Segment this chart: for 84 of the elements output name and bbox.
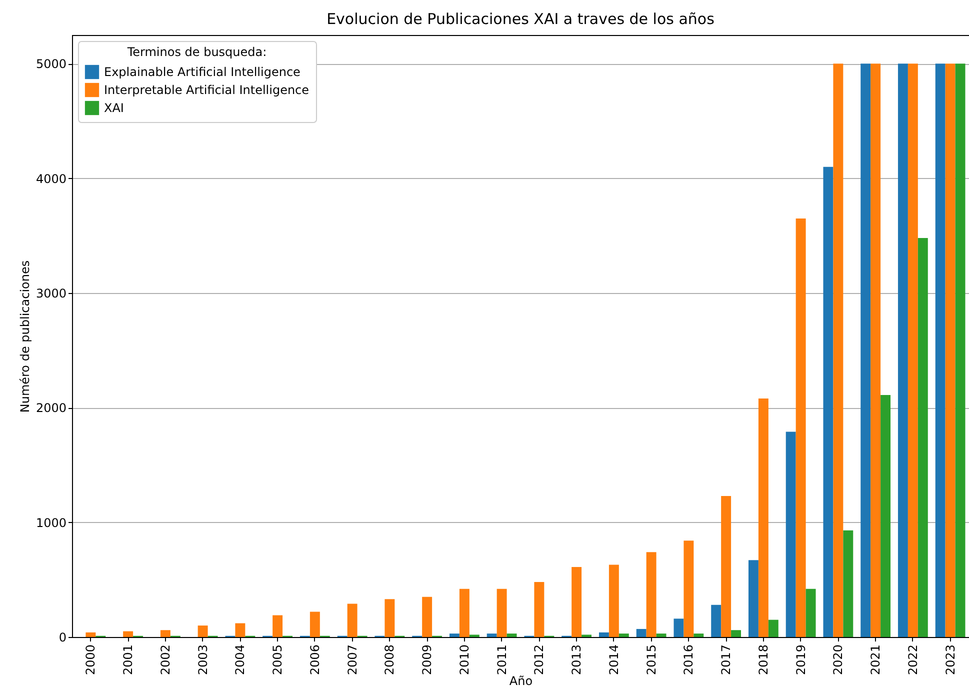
- x-tick-label: 2011: [494, 644, 509, 676]
- y-tick-label: 2000: [36, 401, 66, 416]
- legend-label: Interpretable Artificial Intelligence: [104, 83, 310, 97]
- bar: [310, 612, 320, 637]
- bar: [955, 64, 966, 637]
- bar: [806, 588, 816, 637]
- bar: [496, 588, 507, 637]
- bar: [918, 238, 928, 637]
- bar: [860, 64, 871, 637]
- bar: [636, 628, 646, 637]
- bar: [235, 623, 246, 637]
- x-tick-label: 2021: [868, 644, 883, 676]
- bar: [486, 634, 497, 637]
- bar: [748, 560, 758, 637]
- bar: [796, 218, 806, 637]
- y-tick-label: 3000: [36, 286, 66, 300]
- bar: [786, 432, 796, 637]
- bar: [721, 496, 732, 637]
- x-tick-label: 2023: [943, 644, 958, 676]
- y-tick-label: 1000: [36, 516, 66, 530]
- legend-title: Terminos de busqueda:: [126, 45, 267, 59]
- bar: [684, 540, 694, 637]
- bar: [618, 634, 629, 637]
- bar: [935, 64, 946, 637]
- bar: [908, 64, 918, 637]
- bar: [843, 530, 854, 637]
- bar: [86, 632, 96, 637]
- x-tick-label: 2000: [84, 644, 98, 676]
- bar: [711, 604, 722, 637]
- x-tick-label: 2017: [719, 644, 734, 676]
- bar: [598, 632, 609, 637]
- bar: [758, 398, 768, 637]
- x-tick-label: 2014: [606, 644, 621, 676]
- x-tick-label: 2018: [756, 644, 770, 676]
- bar: [646, 552, 656, 637]
- bar: [449, 634, 460, 637]
- x-tick-label: 2007: [345, 644, 360, 676]
- x-tick-label: 2022: [906, 644, 920, 676]
- legend-label: XAI: [104, 101, 124, 115]
- bar: [272, 615, 283, 637]
- x-tick-label: 2015: [644, 644, 658, 676]
- legend-label: Explainable Artificial Intelligence: [104, 65, 300, 79]
- x-axis-title: Año: [509, 674, 533, 688]
- x-tick-label: 2002: [158, 644, 172, 676]
- bar: [347, 604, 358, 637]
- y-axis-title: Numéro de publicaciones: [18, 260, 32, 413]
- bar: [422, 596, 432, 637]
- y-tick-label: 5000: [36, 57, 66, 72]
- x-tick-label: 2008: [382, 644, 397, 676]
- bar: [823, 166, 834, 637]
- x-tick-label: 2019: [794, 644, 808, 676]
- x-tick-label: 2004: [233, 644, 248, 676]
- x-tick-label: 2016: [682, 644, 696, 676]
- x-tick-label: 2020: [831, 644, 846, 676]
- bar: [656, 634, 666, 637]
- bar: [870, 64, 881, 637]
- x-tick-label: 2009: [420, 644, 434, 676]
- bar: [459, 588, 470, 637]
- bar: [898, 64, 908, 637]
- chart-title: Evolucion de Publicaciones XAI a traves de los años: [326, 10, 715, 28]
- bar: [674, 618, 684, 637]
- bar: [123, 631, 134, 637]
- bar: [945, 64, 956, 637]
- y-tick-label: 0: [58, 630, 66, 644]
- x-tick-label: 2003: [196, 644, 210, 676]
- bar: [731, 630, 742, 637]
- bar: [768, 620, 778, 637]
- bar: [384, 599, 395, 637]
- bar: [608, 564, 619, 637]
- x-tick-label: 2012: [532, 644, 546, 676]
- x-tick-label: 2010: [457, 644, 472, 676]
- bar: [198, 626, 208, 637]
- bar: [880, 395, 891, 637]
- bar: [506, 634, 517, 637]
- bar: [534, 582, 544, 637]
- bar: [694, 634, 704, 637]
- y-tick-label: 4000: [36, 172, 66, 186]
- bar: [160, 630, 170, 637]
- x-tick-label: 2005: [270, 644, 285, 676]
- x-tick-label: 2006: [308, 644, 322, 676]
- bar: [572, 567, 582, 637]
- x-tick-label: 2013: [570, 644, 584, 676]
- bar: [833, 64, 844, 637]
- x-tick-label: 2001: [121, 644, 136, 676]
